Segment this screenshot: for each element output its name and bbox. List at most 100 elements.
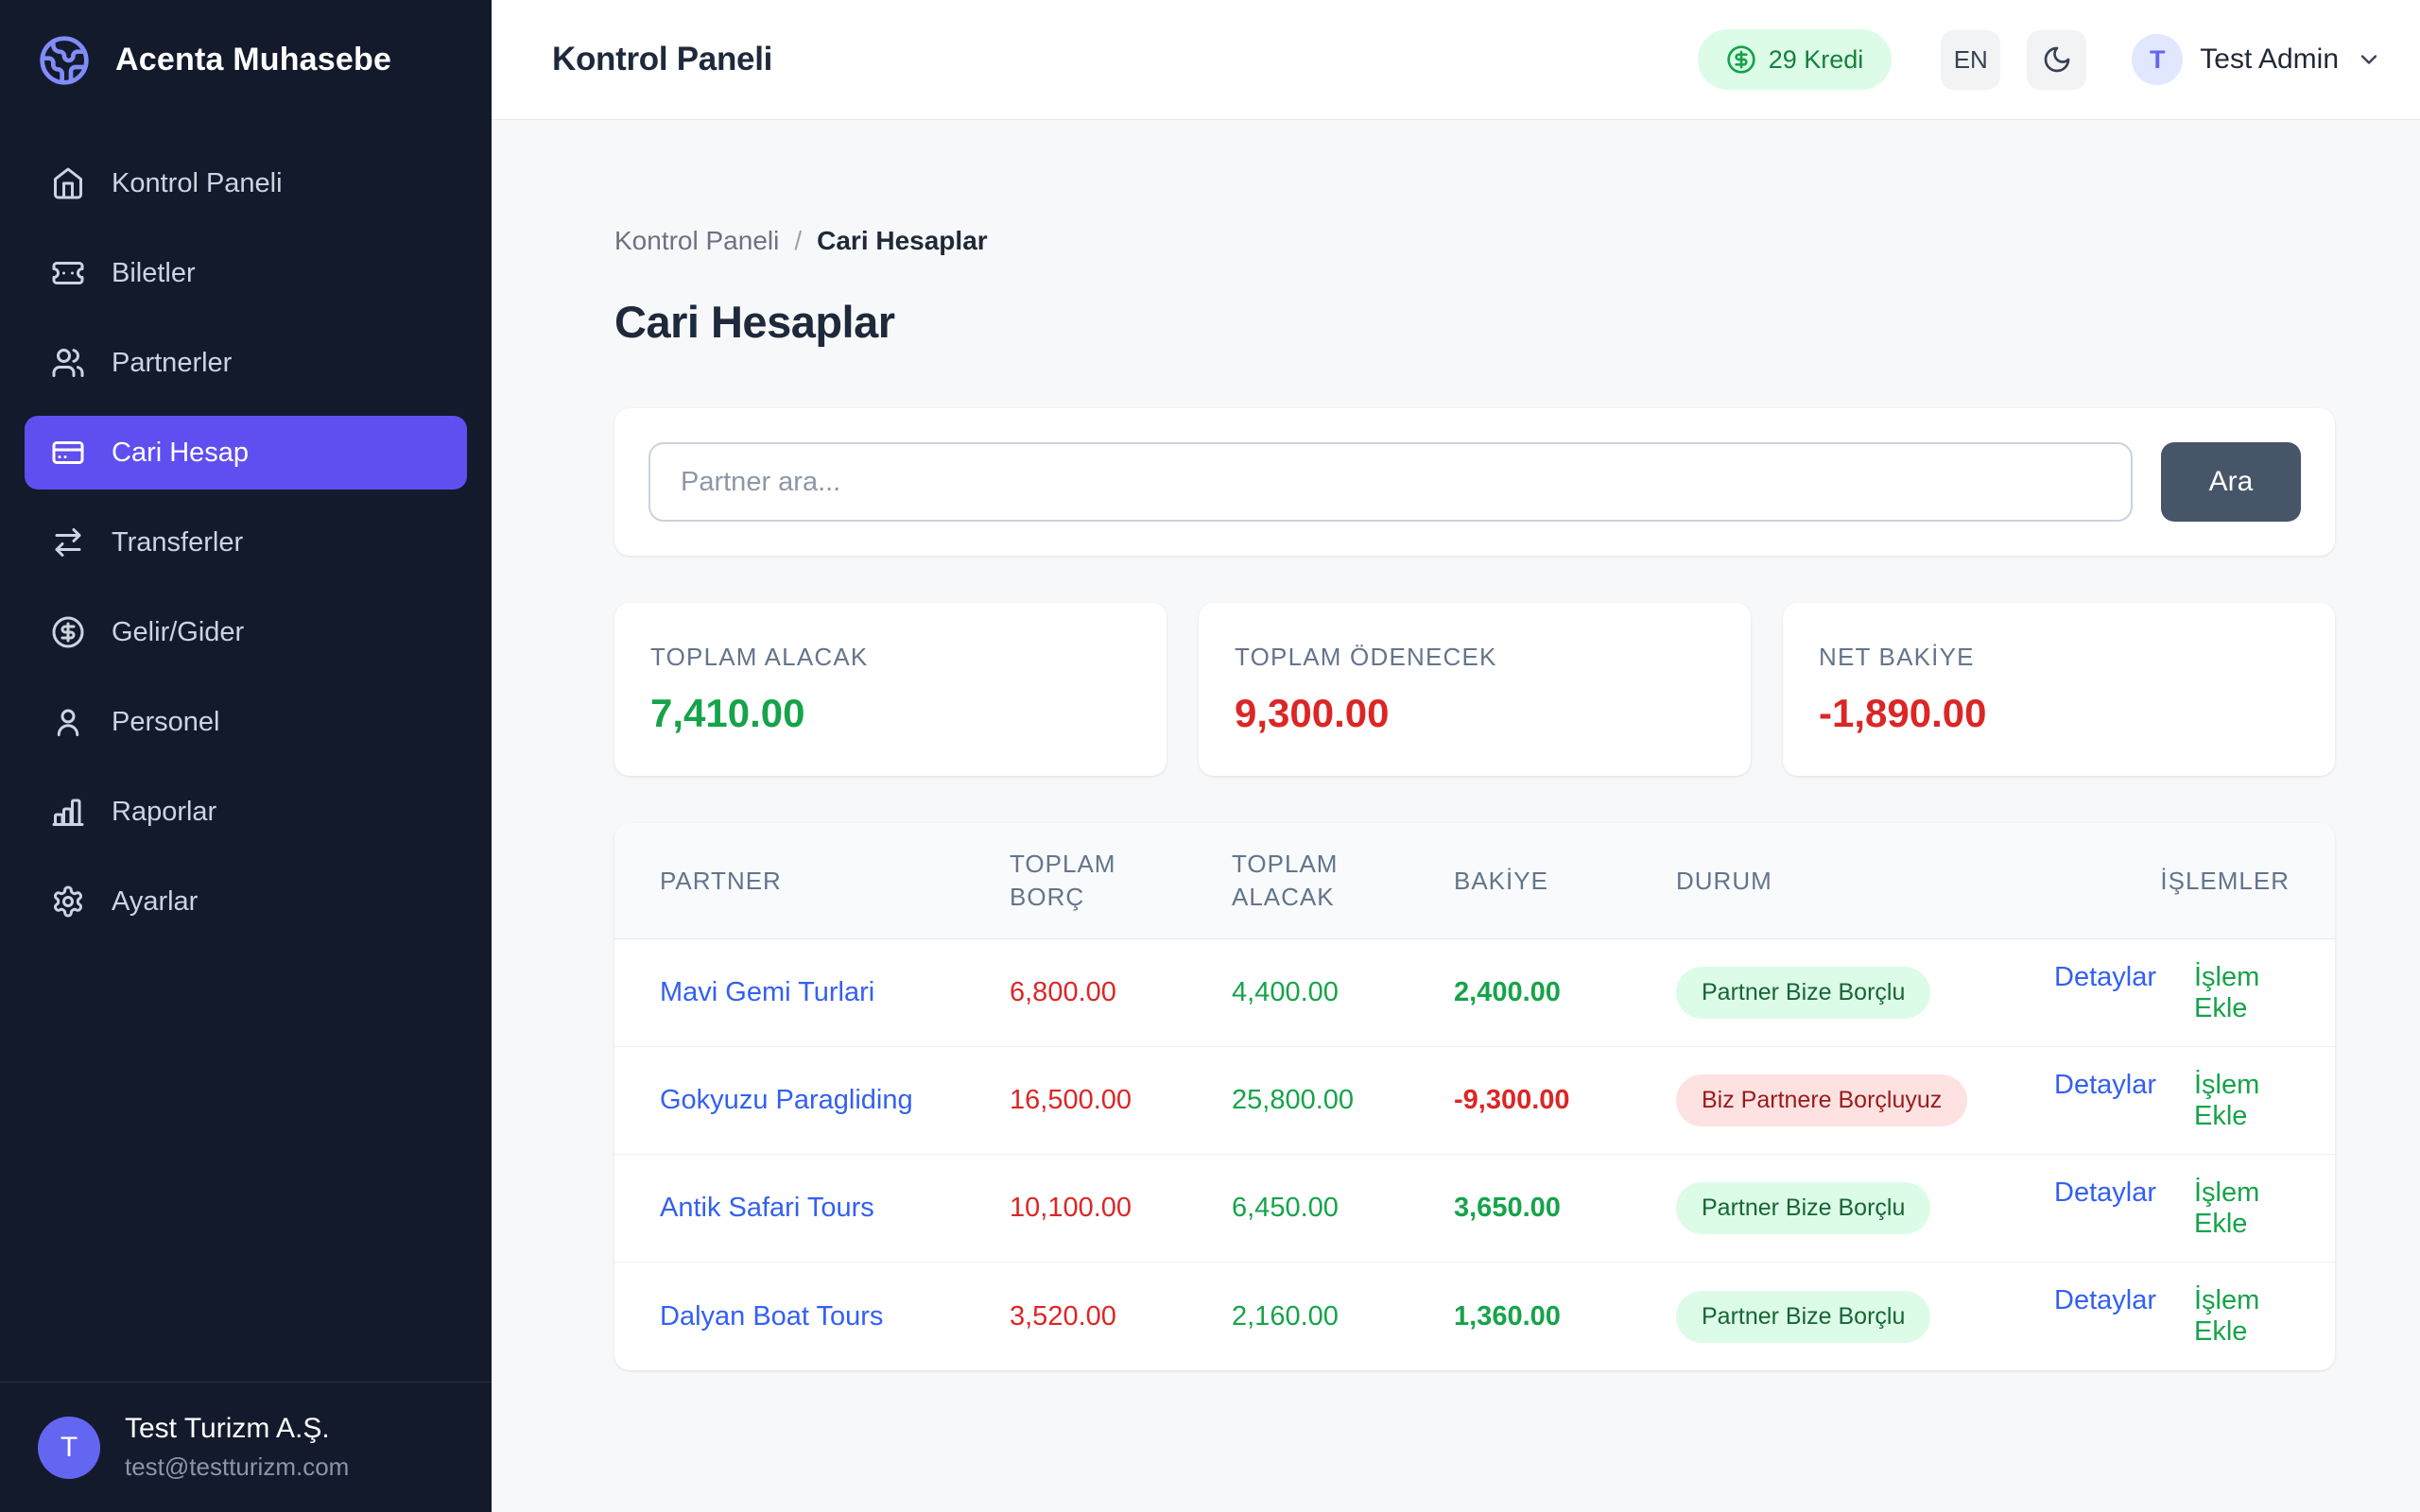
- sidebar-item-personel[interactable]: Personel: [25, 685, 467, 759]
- user-menu[interactable]: T Test Admin: [2132, 34, 2382, 85]
- sidebar-item-label: Gelir/Gider: [112, 616, 245, 647]
- stat-value: 9,300.00: [1235, 691, 1390, 735]
- toplam-borc-value: 3,520.00: [1010, 1300, 1116, 1332]
- islem-ekle-link[interactable]: İşlem Ekle: [2194, 961, 2260, 1023]
- stat-card-net-bakiye: NET BAKİYE -1,890.00: [1783, 603, 2335, 776]
- status-badge: Partner Bize Borçlu: [1676, 1182, 1931, 1235]
- detaylar-link[interactable]: Detaylar: [2054, 1177, 2156, 1208]
- sidebar-item-label: Partnerler: [112, 347, 233, 378]
- credit-card-icon: [51, 436, 85, 470]
- stat-value: 7,410.00: [650, 691, 805, 735]
- durum-cell: Partner Bize Borçlu: [1676, 967, 2054, 1020]
- col-islemler: İŞLEMLER: [2160, 866, 2290, 895]
- language-button[interactable]: EN: [1941, 29, 2001, 90]
- search-button[interactable]: Ara: [2161, 442, 2301, 522]
- sidebar-footer: T Test Turizm A.Ş. test@testturizm.com: [0, 1382, 492, 1512]
- partner-link[interactable]: Gokyuzu Paragliding: [660, 1085, 913, 1116]
- brand: Acenta Muhasebe: [0, 0, 492, 120]
- partner-link[interactable]: Antik Safari Tours: [660, 1193, 874, 1224]
- company-email: test@testturizm.com: [125, 1452, 350, 1481]
- breadcrumb-separator: /: [794, 226, 803, 255]
- stat-label: NET BAKİYE: [1819, 643, 1975, 671]
- table-row: Mavi Gemi Turlari 6,800.00 4,400.00 2,40…: [614, 939, 2335, 1048]
- col-bakiye: BAKİYE: [1454, 866, 1548, 895]
- sidebar-item-biletler[interactable]: Biletler: [25, 236, 467, 310]
- col-durum: DURUM: [1676, 866, 1772, 895]
- moon-icon: [2044, 46, 2070, 73]
- search-card: Ara: [614, 408, 2335, 556]
- sidebar-item-label: Ayarlar: [112, 885, 199, 917]
- table-row: Antik Safari Tours 10,100.00 6,450.00 3,…: [614, 1155, 2335, 1263]
- sidebar-item-gelir-gider[interactable]: Gelir/Gider: [25, 595, 467, 669]
- sidebar-item-label: Transferler: [112, 526, 244, 558]
- islem-ekle-link[interactable]: İşlem Ekle: [2194, 1285, 2260, 1348]
- dollar-circle-icon: [51, 615, 85, 649]
- credit-badge: 29 Kredi: [1697, 29, 1893, 90]
- durum-cell: Partner Bize Borçlu: [1676, 1182, 2054, 1235]
- sidebar-item-label: Personel: [112, 706, 220, 737]
- partner-link[interactable]: Mavi Gemi Turlari: [660, 977, 875, 1008]
- top-bar: Kontrol Paneli 29 Kredi EN T Test Admin: [492, 0, 2420, 120]
- toplam-alacak-value: 25,800.00: [1232, 1085, 1355, 1116]
- users-icon: [51, 346, 85, 380]
- sidebar-item-label: Raporlar: [112, 796, 217, 827]
- toplam-alacak-value: 6,450.00: [1232, 1193, 1339, 1224]
- detaylar-link[interactable]: Detaylar: [2054, 961, 2156, 992]
- dollar-circle-icon: [1727, 45, 1755, 74]
- toplam-alacak-value: 2,160.00: [1232, 1300, 1339, 1332]
- partners-table: PARTNER TOPLAM BORÇ TOPLAM ALACAK BAKİYE…: [614, 823, 2335, 1371]
- toplam-borc-value: 10,100.00: [1010, 1193, 1132, 1224]
- company-name: Test Turizm A.Ş.: [125, 1413, 330, 1444]
- credit-badge-label: 29 Kredi: [1768, 44, 1864, 74]
- sidebar-item-label: Kontrol Paneli: [112, 167, 283, 198]
- durum-cell: Biz Partnere Borçluyuz: [1676, 1074, 2054, 1127]
- stat-value: -1,890.00: [1819, 691, 1987, 735]
- sidebar-item-partnerler[interactable]: Partnerler: [25, 326, 467, 400]
- sidebar-item-ayarlar[interactable]: Ayarlar: [25, 865, 467, 938]
- page-title: Cari Hesaplar: [614, 297, 895, 347]
- toplam-borc-value: 6,800.00: [1010, 977, 1116, 1008]
- islem-ekle-link[interactable]: İşlem Ekle: [2194, 1177, 2260, 1239]
- status-badge: Partner Bize Borçlu: [1676, 1290, 1931, 1343]
- stats-row: TOPLAM ALACAK 7,410.00 TOPLAM ÖDENECEK 9…: [614, 603, 2335, 776]
- detaylar-link[interactable]: Detaylar: [2054, 1285, 2156, 1316]
- status-badge: Biz Partnere Borçluyuz: [1676, 1074, 1968, 1127]
- dark-mode-button[interactable]: [2027, 29, 2087, 90]
- search-input[interactable]: [648, 442, 2133, 522]
- detaylar-link[interactable]: Detaylar: [2054, 1069, 2156, 1100]
- stat-label: TOPLAM ÖDENECEK: [1235, 643, 1497, 671]
- col-toplam-borc: TOPLAM BORÇ: [1010, 850, 1116, 912]
- toplam-alacak-value: 4,400.00: [1232, 977, 1339, 1008]
- brand-name: Acenta Muhasebe: [115, 42, 392, 77]
- table-row: Dalyan Boat Tours 3,520.00 2,160.00 1,36…: [614, 1263, 2335, 1370]
- toplam-borc-value: 16,500.00: [1010, 1085, 1132, 1116]
- user-name: Test Admin: [2200, 43, 2339, 75]
- arrows-left-right-icon: [51, 525, 85, 559]
- bakiye-value: 3,650.00: [1454, 1193, 1561, 1224]
- partner-link[interactable]: Dalyan Boat Tours: [660, 1300, 884, 1332]
- sidebar-item-transferler[interactable]: Transferler: [25, 506, 467, 579]
- sidebar-item-label: Biletler: [112, 257, 196, 288]
- breadcrumb-current: Cari Hesaplar: [817, 226, 988, 255]
- bar-chart-icon: [51, 795, 85, 829]
- stat-label: TOPLAM ALACAK: [650, 643, 869, 671]
- bakiye-value: 1,360.00: [1454, 1300, 1561, 1332]
- home-icon: [51, 166, 85, 200]
- islemler-cell: Detaylar İşlem Ekle: [2054, 1070, 2290, 1132]
- sidebar-item-label: Cari Hesap: [112, 437, 250, 468]
- sidebar-item-raporlar[interactable]: Raporlar: [25, 775, 467, 849]
- islem-ekle-link[interactable]: İşlem Ekle: [2194, 1069, 2260, 1131]
- topbar-title: Kontrol Paneli: [552, 41, 773, 77]
- col-toplam-alacak: TOPLAM ALACAK: [1232, 850, 1339, 912]
- breadcrumb-parent-link[interactable]: Kontrol Paneli: [614, 226, 780, 255]
- sidebar-item-kontrol-paneli[interactable]: Kontrol Paneli: [25, 146, 467, 220]
- sidebar-item-cari-hesap[interactable]: Cari Hesap: [25, 416, 467, 490]
- islemler-cell: Detaylar İşlem Ekle: [2054, 1177, 2290, 1240]
- globe-logo-icon: [38, 34, 91, 87]
- stat-card-toplam-alacak: TOPLAM ALACAK 7,410.00: [614, 603, 1167, 776]
- ticket-icon: [51, 256, 85, 290]
- user-icon: [51, 705, 85, 739]
- islemler-cell: Detaylar İşlem Ekle: [2054, 1285, 2290, 1348]
- sidebar-nav: Kontrol Paneli Biletler Partnerler Cari …: [0, 120, 492, 1382]
